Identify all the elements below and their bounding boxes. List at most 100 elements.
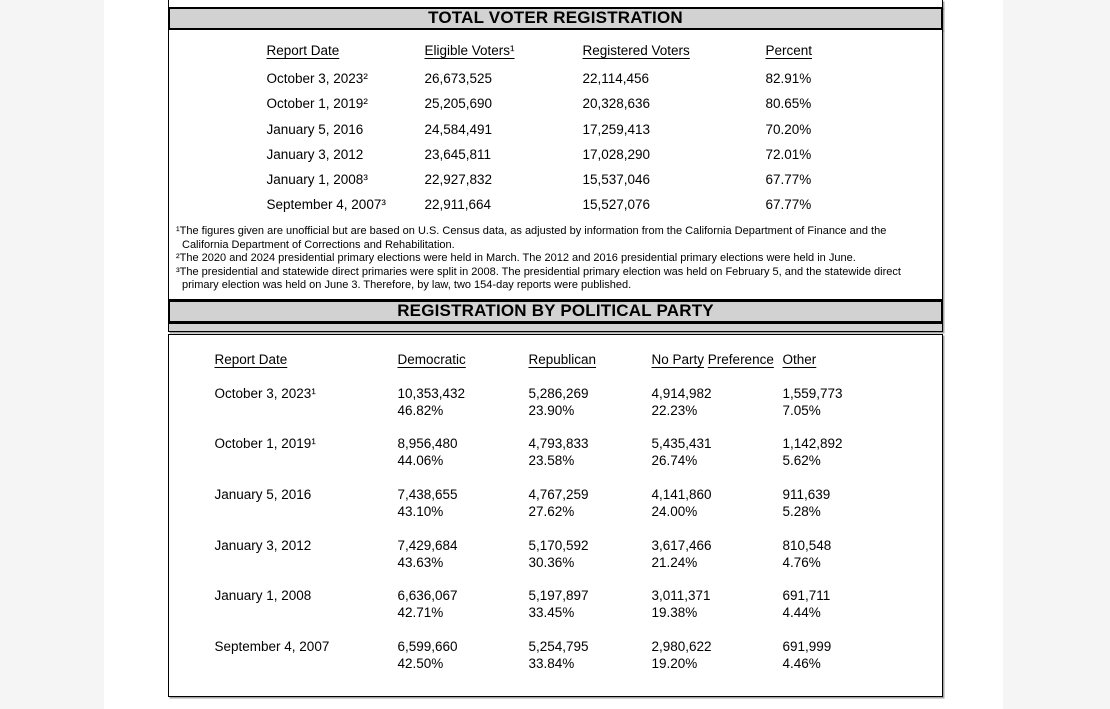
row-counts-line: January 5, 2016 7,438,655 4,767,259 4,14… — [169, 486, 942, 503]
other-count-cell: 1,559,773 — [782, 385, 843, 401]
republican-count-cell: 5,170,592 — [528, 537, 589, 553]
table-row: October 3, 2023¹ 10,353,432 5,286,269 4,… — [169, 385, 942, 419]
eligible-voters-cell: 26,673,525 — [424, 71, 493, 86]
previous-table-remnant — [168, 0, 943, 8]
no-party-pct-cell: 26.74% — [651, 453, 698, 469]
republican-pct-cell: 33.84% — [528, 655, 575, 671]
row-counts-line: October 3, 2023¹ 10,353,432 5,286,269 4,… — [169, 385, 942, 402]
row-percents-line: 42.71% 33.45% 19.38% 4.44% — [169, 604, 942, 621]
eligible-voters-cell: 22,911,664 — [424, 197, 492, 213]
democratic-pct-cell: 44.06% — [397, 453, 444, 469]
percent-cell: 80.65% — [765, 96, 812, 112]
table-row: January 5, 2016 24,584,491 17,259,413 70… — [169, 122, 942, 147]
other-count-cell: 810,548 — [782, 537, 832, 553]
other-count-cell: 691,999 — [782, 638, 832, 654]
democratic-count-cell: 8,956,480 — [397, 436, 458, 452]
table-row: October 1, 2019¹ 8,956,480 4,793,833 5,4… — [169, 435, 942, 469]
percent-cell: 82.91% — [765, 71, 812, 86]
report-date-cell: January 3, 2012 — [214, 537, 312, 553]
democratic-count-cell: 7,438,655 — [397, 486, 458, 502]
democratic-count-cell: 10,353,432 — [397, 385, 466, 401]
column-header-report-date: Report Date — [214, 351, 288, 367]
footnote-1: ¹The figures given are unofficial but ar… — [176, 225, 887, 251]
report-date-cell: January 5, 2016 — [214, 486, 312, 502]
footnote-3: ³The presidential and statewide direct p… — [176, 265, 901, 292]
table1-header-row: Report Date Eligible Voters¹ Registered … — [169, 43, 942, 58]
eligible-voters-cell: 22,927,832 — [424, 172, 493, 188]
democratic-count-cell: 6,599,660 — [397, 638, 458, 654]
report-date-cell: October 1, 2019² — [266, 96, 368, 112]
table1-box: Report Date Eligible Voters¹ Registered … — [168, 29, 943, 300]
eligible-voters-cell: 23,645,811 — [424, 146, 492, 162]
table2-title-bar: REGISTRATION BY POLITICAL PARTY — [168, 300, 943, 323]
other-count-cell: 1,142,892 — [782, 436, 843, 452]
report-date-cell: January 5, 2016 — [266, 121, 364, 137]
democratic-count-cell: 7,429,684 — [397, 537, 458, 553]
republican-count-cell: 5,286,269 — [528, 385, 589, 401]
registered-voters-cell: 22,114,456 — [582, 71, 650, 86]
republican-count-cell: 5,254,795 — [528, 638, 589, 654]
column-header-no-party-preference: No Party Preference — [651, 351, 774, 367]
report-date-cell: January 1, 2008³ — [266, 172, 368, 188]
report-date-cell: September 4, 2007 — [214, 638, 330, 654]
table-row: January 1, 2008 6,636,067 5,197,897 3,01… — [169, 587, 942, 621]
row-counts-line: September 4, 2007 6,599,660 5,254,795 2,… — [169, 638, 942, 655]
registered-voters-cell: 20,328,636 — [582, 96, 651, 112]
republican-pct-cell: 33.45% — [528, 605, 575, 621]
registered-voters-cell: 17,028,290 — [582, 146, 651, 162]
republican-count-cell: 4,767,259 — [528, 486, 589, 502]
other-pct-cell: 4.46% — [782, 655, 821, 671]
report-date-cell: January 1, 2008 — [214, 588, 312, 604]
other-pct-cell: 4.44% — [782, 605, 821, 621]
other-pct-cell: 5.62% — [782, 453, 821, 469]
report-date-cell: October 3, 2023¹ — [214, 385, 316, 401]
table-row: September 4, 2007 6,599,660 5,254,795 2,… — [169, 638, 942, 672]
report-date-cell: October 1, 2019¹ — [214, 436, 316, 452]
table2-header-row: Report Date Democratic Republican No Par… — [169, 351, 942, 368]
republican-count-cell: 4,793,833 — [528, 436, 589, 452]
other-pct-cell: 4.76% — [782, 554, 821, 570]
no-party-count-cell: 3,617,466 — [651, 537, 712, 553]
table1-title: TOTAL VOTER REGISTRATION — [428, 8, 683, 27]
row-percents-line: 43.63% 30.36% 21.24% 4.76% — [169, 554, 942, 571]
column-header-report-date: Report Date — [266, 42, 340, 58]
percent-cell: 72.01% — [765, 146, 812, 162]
democratic-pct-cell: 46.82% — [397, 402, 444, 418]
registered-voters-cell: 15,537,046 — [582, 172, 651, 188]
report-date-cell: September 4, 2007³ — [266, 197, 386, 213]
table2-box: Report Date Democratic Republican No Par… — [168, 333, 943, 697]
no-party-count-cell: 3,011,371 — [651, 588, 711, 604]
table1-footnotes: ¹The figures given are unofficial but ar… — [176, 225, 930, 293]
republican-count-cell: 5,197,897 — [528, 588, 589, 604]
column-header-percent: Percent — [765, 42, 813, 58]
footnote-2: ²The 2020 and 2024 presidential primary … — [176, 252, 856, 264]
democratic-pct-cell: 43.63% — [397, 554, 444, 570]
column-header-registered-voters: Registered Voters — [582, 42, 690, 58]
other-pct-cell: 7.05% — [782, 402, 821, 418]
column-header-eligible-voters: Eligible Voters¹ — [424, 42, 515, 58]
republican-pct-cell: 30.36% — [528, 554, 575, 570]
report-date-cell: October 3, 2023² — [266, 71, 368, 86]
no-party-count-cell: 4,914,982 — [651, 385, 712, 401]
republican-pct-cell: 23.58% — [528, 453, 575, 469]
table-row: January 3, 2012 23,645,811 17,028,290 72… — [169, 147, 942, 172]
row-counts-line: January 3, 2012 7,429,684 5,170,592 3,61… — [169, 537, 942, 554]
table-row: January 1, 2008³ 22,927,832 15,537,046 6… — [169, 172, 942, 197]
no-party-pct-cell: 24.00% — [651, 503, 698, 519]
row-counts-line: October 1, 2019¹ 8,956,480 4,793,833 5,4… — [169, 435, 942, 452]
registered-voters-cell: 17,259,413 — [582, 121, 651, 137]
row-percents-line: 44.06% 23.58% 26.74% 5.62% — [169, 452, 942, 469]
table2-title: REGISTRATION BY POLITICAL PARTY — [397, 301, 714, 320]
table-row: January 5, 2016 7,438,655 4,767,259 4,14… — [169, 486, 942, 520]
percent-cell: 67.77% — [765, 197, 812, 213]
table-row: October 1, 2019² 25,205,690 20,328,636 8… — [169, 96, 942, 121]
no-party-pct-cell: 19.38% — [651, 605, 698, 621]
row-percents-line: 46.82% 23.90% 22.23% 7.05% — [169, 402, 942, 419]
document-page: TOTAL VOTER REGISTRATION Report Date Eli… — [104, 0, 1003, 709]
no-party-count-cell: 5,435,431 — [651, 436, 712, 452]
column-header-other: Other — [782, 351, 817, 367]
table-row: October 3, 2023² 26,673,525 22,114,456 8… — [169, 71, 942, 96]
table-row: September 4, 2007³ 22,911,664 15,527,076… — [169, 197, 942, 222]
other-pct-cell: 5.28% — [782, 503, 821, 519]
no-party-count-cell: 2,980,622 — [651, 638, 712, 654]
